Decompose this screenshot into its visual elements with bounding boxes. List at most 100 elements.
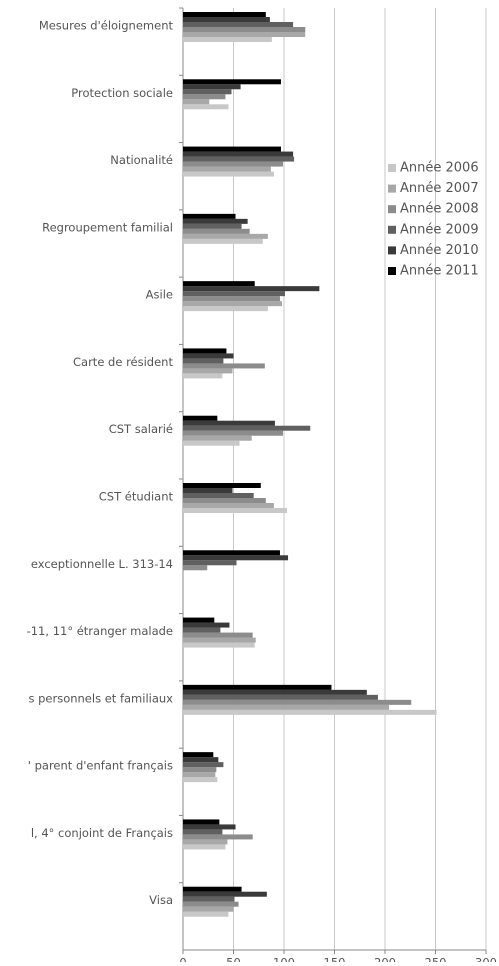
bar <box>183 503 274 508</box>
bar <box>183 901 239 907</box>
bar <box>183 213 236 219</box>
bar <box>183 166 271 172</box>
bar <box>183 348 227 354</box>
bar <box>183 420 275 426</box>
bar <box>183 363 265 369</box>
y-tick-label: Nationalité <box>110 153 173 167</box>
bar <box>183 22 294 27</box>
x-tick-label: 100 <box>273 956 295 963</box>
bar <box>183 508 288 513</box>
bar <box>183 99 210 105</box>
y-tick-label: Protection sociale <box>71 86 173 100</box>
bar <box>183 617 215 623</box>
bar <box>183 12 266 17</box>
y-tick-label: ' parent d'enfant français <box>28 759 173 773</box>
y-tick-label: Mesures d'éloignement <box>39 19 174 33</box>
bar <box>183 844 226 850</box>
y-tick-label: CST étudiant <box>99 490 174 504</box>
legend-label: Année 2011 <box>400 264 479 279</box>
bar <box>183 627 221 633</box>
legend-swatch <box>388 184 396 193</box>
bar <box>183 286 320 292</box>
bar <box>183 84 241 90</box>
bar <box>183 772 216 778</box>
bar <box>183 415 218 421</box>
bar <box>183 637 256 643</box>
bar <box>183 906 234 912</box>
y-tick-label: l, 4° conjoint de Français <box>31 826 173 840</box>
bar <box>183 762 224 768</box>
bar <box>183 488 233 493</box>
bar <box>183 560 237 566</box>
x-tick-label: 150 <box>324 956 346 963</box>
bar <box>183 911 229 917</box>
x-tick-label: 250 <box>425 956 447 963</box>
bar <box>183 886 242 892</box>
legend-label: Année 2010 <box>400 243 479 258</box>
bar <box>183 435 252 441</box>
bar <box>183 777 218 783</box>
bar <box>183 493 254 498</box>
legend-swatch <box>388 164 396 172</box>
bar <box>183 555 289 561</box>
bar <box>183 819 220 825</box>
legend-swatch <box>388 267 396 275</box>
bar <box>183 373 223 379</box>
bar <box>183 550 280 556</box>
bar <box>183 839 228 845</box>
bar <box>183 440 240 446</box>
bar <box>183 896 235 902</box>
bar <box>183 218 248 224</box>
bar <box>183 238 263 244</box>
x-tick-label: 300 <box>475 956 497 963</box>
bar <box>183 353 234 359</box>
bar <box>183 281 255 287</box>
y-tick-label: Regroupement familial <box>42 220 173 234</box>
legend-swatch <box>388 246 396 255</box>
bar <box>183 483 261 488</box>
bar <box>183 161 283 167</box>
y-tick-label: Carte de résident <box>73 355 173 369</box>
bar <box>183 17 270 22</box>
bar <box>183 565 208 571</box>
bar <box>183 752 214 758</box>
bar <box>183 104 229 110</box>
bar <box>183 27 306 32</box>
bar <box>183 689 367 695</box>
bar <box>183 79 281 85</box>
bar <box>183 684 332 690</box>
bar <box>183 94 226 100</box>
bar <box>183 425 311 431</box>
bar <box>183 146 281 152</box>
bar <box>183 699 412 705</box>
y-tick-label: s personnels et familiaux <box>28 691 173 705</box>
bar <box>183 368 233 374</box>
bar <box>183 694 378 700</box>
bar <box>183 32 306 37</box>
bar <box>183 301 282 307</box>
legend-swatch <box>388 205 396 214</box>
bar <box>183 306 268 312</box>
bar <box>183 171 274 177</box>
bar <box>183 767 217 773</box>
legend-label: Année 2007 <box>400 181 479 196</box>
bar <box>183 358 224 364</box>
bar <box>183 891 267 897</box>
x-tick-label: 0 <box>179 956 186 963</box>
bar <box>183 824 236 830</box>
x-tick-label: 200 <box>374 956 396 963</box>
bar <box>183 37 272 42</box>
bar <box>183 622 230 628</box>
bar <box>183 829 223 835</box>
bar <box>183 757 219 763</box>
bar <box>183 156 295 162</box>
y-tick-label: Visa <box>149 893 173 907</box>
bar <box>183 642 255 648</box>
bar <box>183 834 253 840</box>
legend-label: Année 2009 <box>400 222 479 237</box>
bar <box>183 498 266 503</box>
bar <box>183 89 232 95</box>
y-tick-label: exceptionnelle L. 313-14 <box>31 557 173 571</box>
